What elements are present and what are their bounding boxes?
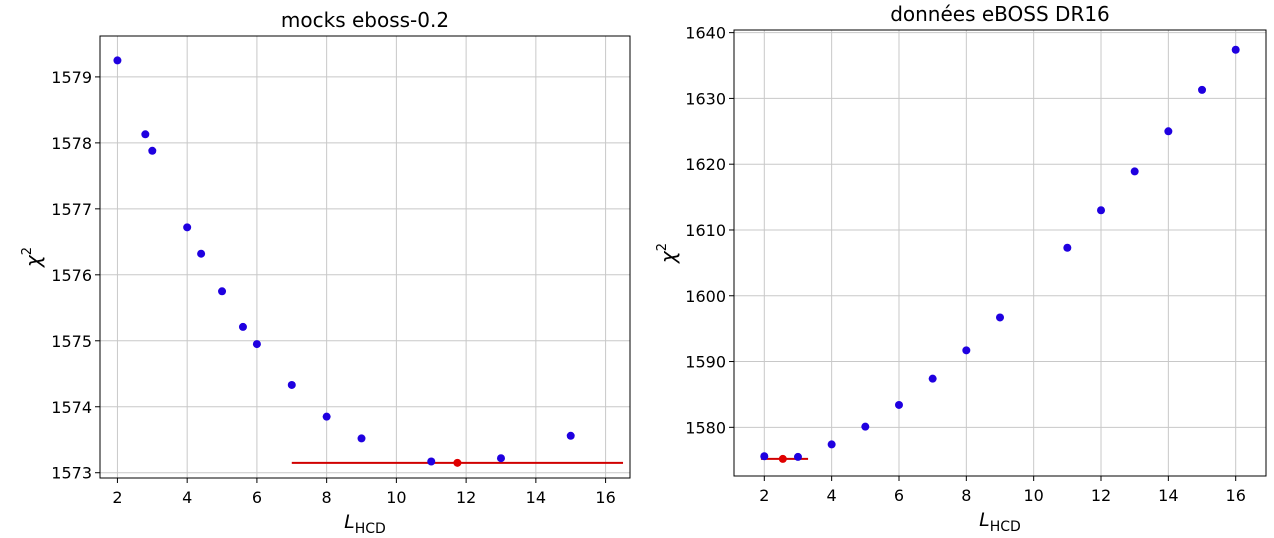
data-point xyxy=(1164,127,1173,136)
x-axis-label: LHCD xyxy=(344,511,386,534)
data-point xyxy=(1097,206,1106,215)
data-point xyxy=(238,322,247,331)
y-tick-label: 1610 xyxy=(685,221,726,240)
data-point xyxy=(962,346,971,355)
data-point xyxy=(1198,85,1207,94)
data-point xyxy=(996,313,1004,322)
x-tick-label: 16 xyxy=(595,488,615,507)
plot-frame xyxy=(733,29,1267,477)
data-point xyxy=(148,146,157,155)
data-point xyxy=(427,457,436,466)
data-point xyxy=(496,454,505,463)
y-tick-label: 1575 xyxy=(51,332,92,351)
x-tick-label: 6 xyxy=(252,488,262,507)
chart-panel-dr16: 2 4 6 8 10 12 14 16 1580 1590 1600 1610 1620 1630 1640… xyxy=(637,0,1274,535)
data-point xyxy=(357,434,366,443)
x-tick-label: 16 xyxy=(1226,486,1246,505)
chart-mocks: 2 4 6 8 10 12 14 16 1573 1574 1575 1576 1577 1578 1579… xyxy=(20,8,631,537)
x-tick-label: 10 xyxy=(386,488,406,507)
y-tick-label: 1578 xyxy=(51,134,92,153)
data-point xyxy=(1231,45,1240,54)
data-point xyxy=(287,380,296,389)
data-point xyxy=(183,223,192,232)
y-tick-label: 1640 xyxy=(685,24,726,43)
x-axis-label: LHCD xyxy=(979,509,1021,534)
x-axis-label-sub: HCD xyxy=(355,521,386,534)
y-tick-label: 1576 xyxy=(51,266,92,285)
y-tick-label: 1577 xyxy=(51,200,92,219)
y-axis-label-sup: 2 xyxy=(20,247,35,255)
x-axis-label-main: L xyxy=(344,511,355,533)
data-points xyxy=(760,45,1240,461)
x-tick-label: 14 xyxy=(1158,486,1178,505)
data-point xyxy=(141,130,150,139)
data-point xyxy=(566,431,575,440)
x-tick-label: 12 xyxy=(456,488,476,507)
data-point xyxy=(1063,243,1072,252)
data-point xyxy=(113,56,122,65)
data-point xyxy=(252,340,261,349)
data-point xyxy=(793,452,802,461)
data-point xyxy=(218,287,227,296)
chart-title: données eBOSS DR16 xyxy=(890,2,1110,26)
x-tick-label: 14 xyxy=(526,488,546,507)
plot-frame xyxy=(99,35,631,479)
x-tick-label: 8 xyxy=(322,488,332,507)
x-axis-label-main: L xyxy=(979,509,990,531)
data-point xyxy=(827,440,836,449)
y-axis-label-main: χ xyxy=(656,250,680,264)
y-tick-label: 1590 xyxy=(685,353,726,372)
best-fit-point xyxy=(453,458,462,467)
y-axis-label: χ2 xyxy=(20,247,45,268)
y-tick-label: 1620 xyxy=(685,155,726,174)
y-tick-label: 1579 xyxy=(51,68,92,87)
x-tick-label: 4 xyxy=(827,486,837,505)
chart-dr16: 2 4 6 8 10 12 14 16 1580 1590 1600 1610 1620 1630 1640… xyxy=(655,2,1267,535)
x-tick-label: 4 xyxy=(182,488,192,507)
y-axis-label: χ2 xyxy=(655,243,680,264)
data-point xyxy=(928,374,937,383)
data-point xyxy=(894,400,903,409)
x-tick-label: 6 xyxy=(894,486,904,505)
grid xyxy=(734,30,1266,476)
chart-panel-mocks: 2 4 6 8 10 12 14 16 1573 1574 1575 1576 1577 1578 1579… xyxy=(0,0,637,537)
chart-title: mocks eboss-0.2 xyxy=(281,8,449,32)
x-axis-label-sub: HCD xyxy=(990,519,1021,534)
y-tick-label: 1573 xyxy=(51,464,92,483)
y-tick-label: 1630 xyxy=(685,89,726,108)
x-tick-label: 12 xyxy=(1091,486,1111,505)
y-tick-label: 1574 xyxy=(51,398,92,417)
data-point xyxy=(760,452,769,461)
data-point xyxy=(861,422,870,431)
best-fit-point xyxy=(778,454,787,463)
x-tick-label: 2 xyxy=(759,486,769,505)
data-point xyxy=(1130,167,1139,176)
x-tick-label: 10 xyxy=(1023,486,1043,505)
x-tick-label: 8 xyxy=(961,486,971,505)
data-point xyxy=(197,249,206,258)
y-tick-label: 1580 xyxy=(685,418,726,437)
x-tick-label: 2 xyxy=(112,488,122,507)
y-axis-label-sup: 2 xyxy=(655,243,670,251)
y-tick-label: 1600 xyxy=(685,287,726,306)
grid xyxy=(100,36,630,478)
data-point xyxy=(322,412,331,421)
y-axis-label-main: χ xyxy=(21,254,45,268)
data-points xyxy=(113,56,575,466)
